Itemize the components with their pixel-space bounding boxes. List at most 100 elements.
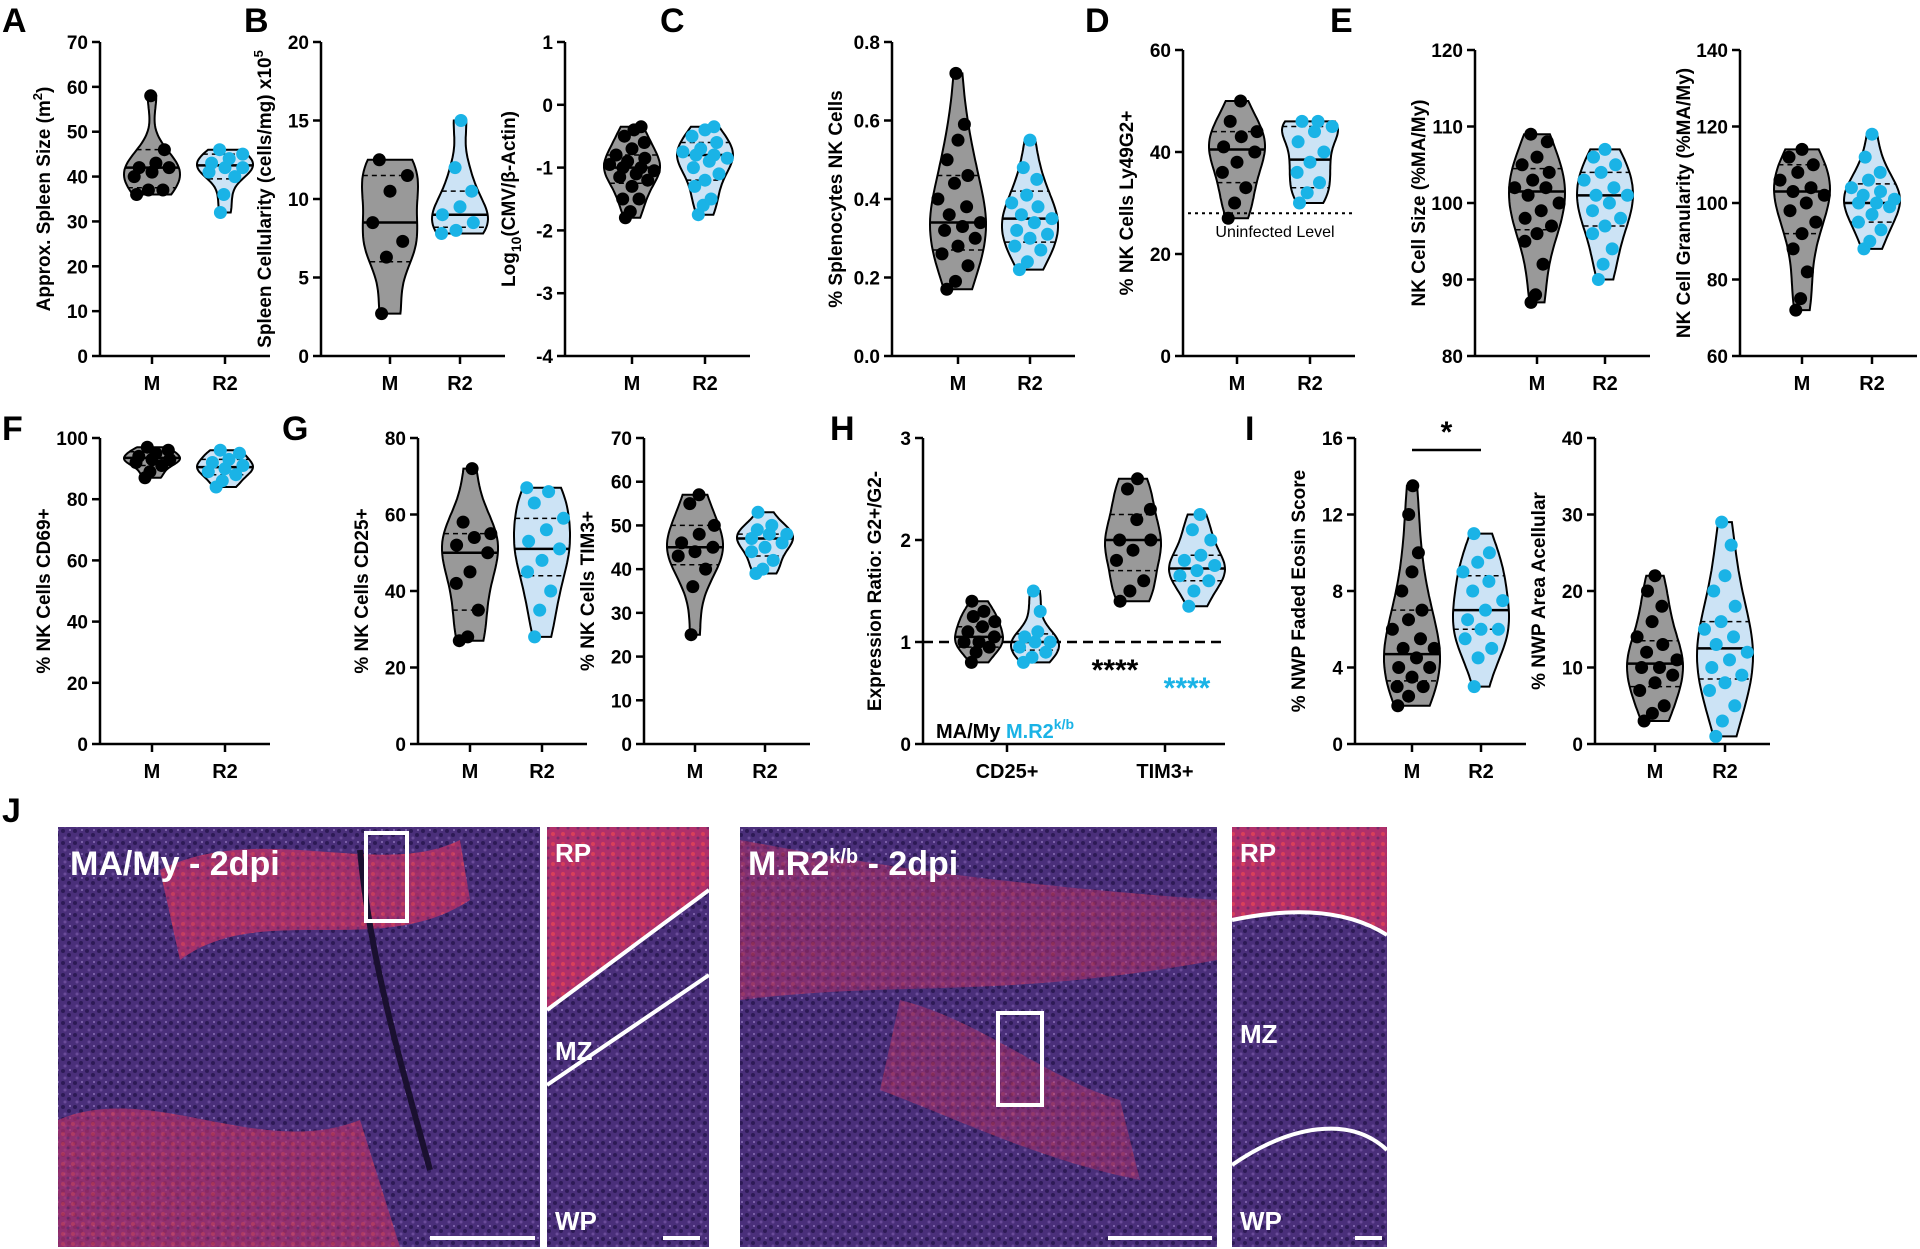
data-point-e-r2 — [1589, 188, 1603, 202]
data-point-b-r2 — [694, 142, 708, 156]
panel-letter-a: A — [2, 2, 27, 40]
data-point-g-m — [481, 546, 495, 560]
chart-panel-a2: 0 5 10 15 20 M R2 Spleen Cellularity (cells/mg)… — [251, 33, 505, 395]
y-tick-label: 40 — [611, 560, 632, 581]
data-point-b-r2 — [712, 167, 726, 181]
data-point-g2-r2 — [756, 562, 770, 576]
x-tick-label: M — [1794, 373, 1811, 395]
micrograph-right: M.R2k/b - 2dpi — [740, 827, 1217, 1247]
y-axis-label: % Splenocytes NK Cells — [826, 90, 847, 308]
y-axis-label: NK Cell Granularity (%MA/My) — [1674, 68, 1695, 338]
data-point-h-cd25-m — [957, 635, 971, 649]
data-point-i2-r2 — [1715, 515, 1729, 529]
data-point-e2-r2 — [1851, 215, 1865, 229]
zone-label-mz-left: MZ — [555, 1036, 593, 1066]
data-point-i2-m — [1640, 645, 1654, 659]
zone-label-rp-right: RP — [1240, 838, 1276, 868]
data-point-e2-r2 — [1873, 165, 1887, 179]
data-point-a2-r2 — [465, 184, 479, 198]
y-tick-label: 0 — [395, 735, 406, 756]
data-point-h-tim3-r2 — [1173, 569, 1187, 583]
data-point-h-tim3-m — [1144, 533, 1158, 547]
data-point-c-r2 — [1023, 133, 1037, 147]
data-point-i-m — [1423, 661, 1437, 674]
data-point-e-r2 — [1594, 165, 1608, 179]
data-point-d-r2 — [1295, 114, 1309, 128]
y-tick-label: 0.0 — [854, 347, 880, 368]
data-point-b-r2 — [710, 136, 724, 149]
data-point-d-r2 — [1293, 196, 1306, 210]
data-point-i2-m — [1655, 599, 1669, 613]
data-point-i-m — [1396, 641, 1410, 655]
y-axis-label: Expression Ratio: G2+/G2- — [865, 471, 886, 711]
y-tick-label: -3 — [536, 284, 553, 305]
data-point-i-r2 — [1458, 632, 1472, 646]
data-point-g2-r2 — [751, 505, 765, 519]
y-tick-label: 0 — [298, 347, 309, 368]
data-point-g-r2 — [542, 485, 556, 499]
data-point-f-r2 — [236, 459, 250, 472]
data-point-b-m — [621, 154, 635, 168]
x-tick-label: CD25+ — [976, 761, 1039, 783]
y-tick-label: 100 — [1431, 194, 1463, 215]
data-point-i-m — [1416, 680, 1430, 694]
data-point-e2-r2 — [1865, 127, 1879, 141]
data-point-c-m — [938, 223, 952, 237]
data-point-a-m — [141, 183, 155, 197]
data-point-i2-r2 — [1709, 729, 1723, 743]
data-point-a-r2 — [236, 147, 250, 161]
data-point-h-tim3-r2 — [1194, 548, 1208, 562]
panel-letter-c: C — [660, 2, 685, 40]
data-point-h-cd25-m — [976, 620, 989, 634]
data-point-e-r2 — [1596, 257, 1610, 271]
data-point-e2-m — [1799, 196, 1813, 210]
data-point-i2-m — [1635, 661, 1649, 674]
data-point-h-tim3-r2 — [1193, 508, 1207, 521]
data-point-c-r2 — [1016, 161, 1030, 175]
data-point-d-r2 — [1308, 125, 1321, 139]
data-point-h-tim3-m — [1137, 574, 1151, 588]
data-point-d-m — [1250, 125, 1264, 139]
y-tick-label: 60 — [1150, 41, 1171, 62]
chart-panel-i: 0 4 8 12 16 M R2 % NWP Faded Eosin Score * — [1289, 416, 1526, 783]
data-point-c-r2 — [1030, 172, 1044, 186]
data-point-i-r2 — [1474, 622, 1488, 636]
data-point-d-r2 — [1290, 165, 1304, 179]
y-tick-label: 10 — [1562, 659, 1583, 680]
y-tick-label: 40 — [1150, 143, 1171, 164]
data-point-i-r2 — [1491, 622, 1505, 636]
data-point-b-m — [638, 151, 652, 165]
data-point-e2-r2 — [1874, 223, 1888, 237]
data-point-f-r2 — [215, 474, 229, 488]
data-point-g-m — [449, 576, 463, 590]
data-point-a-m — [156, 183, 170, 197]
data-point-i-m — [1410, 651, 1423, 665]
data-point-h-cd25-m — [987, 630, 1001, 644]
data-point-g-r2 — [527, 496, 541, 510]
data-point-a2-m — [396, 234, 410, 248]
data-point-a-r2 — [222, 152, 236, 166]
x-tick-label: R2 — [529, 761, 555, 783]
data-point-h-tim3-m — [1143, 502, 1157, 516]
data-point-g2-m — [684, 628, 698, 642]
micrograph-title-right: M.R2k/b - 2dpi — [748, 845, 958, 883]
y-tick-label: 30 — [611, 604, 632, 625]
y-tick-label: 0.6 — [854, 112, 880, 133]
y-tick-label: 40 — [385, 582, 406, 603]
y-tick-label: 20 — [288, 33, 309, 54]
data-point-g-r2 — [557, 511, 570, 525]
x-tick-label: R2 — [1297, 373, 1323, 395]
data-point-g2-m — [706, 540, 720, 554]
y-axis-label: NK Cell Size (%MA/My) — [1409, 100, 1430, 307]
data-point-i2-r2 — [1714, 615, 1728, 629]
micrograph-right-zoom: RP MZ WP — [1230, 827, 1389, 1247]
zone-label-rp-left: RP — [555, 838, 591, 868]
data-point-a-m — [130, 188, 144, 201]
data-point-c-r2 — [1031, 200, 1045, 214]
data-point-a2-r2 — [435, 227, 448, 240]
x-tick-label: R2 — [447, 373, 473, 395]
data-point-d-r2 — [1300, 186, 1314, 200]
y-tick-label: 20 — [1150, 245, 1171, 266]
data-point-b-r2 — [685, 129, 699, 143]
data-point-c-m — [949, 66, 963, 80]
